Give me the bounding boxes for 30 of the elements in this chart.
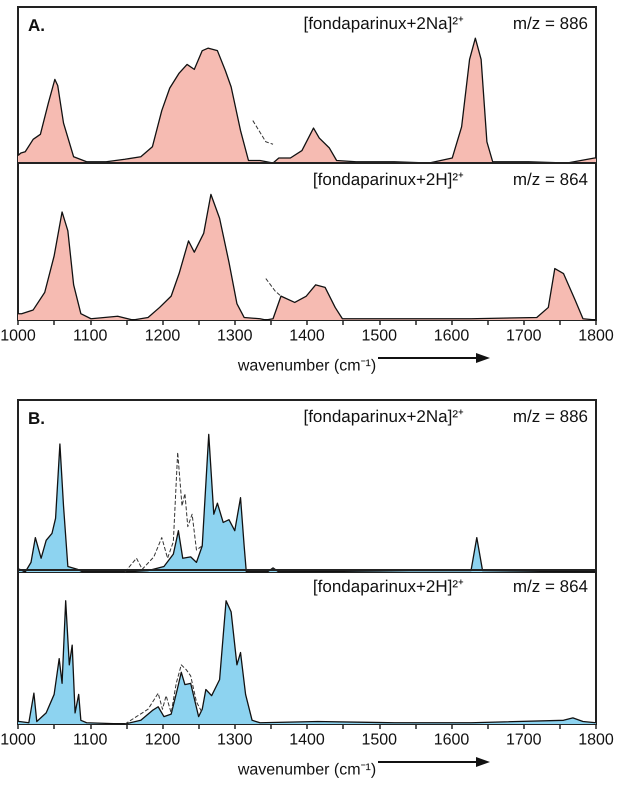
text: m/z = 886 [512,407,588,426]
x-axis-title: wavenumber (cm⁻¹) [236,358,376,374]
x-tick-label: 1600 [434,732,470,748]
text: m/z = 886 [512,14,588,33]
text: m/z = 864 [512,170,588,189]
x-tick-label: 1100 [73,732,108,748]
x-tick-label: 1200 [144,328,180,344]
text: [fondaparinux+2Na]²⁺ [303,14,464,33]
x-tick-label: 1500 [361,328,398,344]
x-axis-title: wavenumber (cm⁻¹) [236,762,376,778]
text: [fondaparinux+2H]²⁺ [312,577,464,596]
x-tick-label: 1400 [289,732,325,748]
text: B. [28,409,45,428]
x-tick-label: 1400 [289,328,325,344]
x-tick-label: 1300 [216,328,253,344]
x-tick-label: 1100 [73,328,108,344]
x-tick-label: 1500 [361,732,398,748]
x-tick-label: 1200 [144,732,180,748]
x-tick-label: 1600 [434,328,470,344]
x-tick-label: 1000 [0,328,36,344]
x-tick-label: 1800 [578,732,614,748]
x-tick-label: 1800 [578,328,614,344]
x-tick-label: 1700 [506,328,542,344]
text: [fondaparinux+2Na]²⁺ [303,407,464,426]
text: m/z = 864 [512,577,588,596]
text: [fondaparinux+2H]²⁺ [312,170,464,189]
x-tick-label: 1700 [506,732,542,748]
x-tick-label: 1300 [216,732,253,748]
text: A. [28,16,45,35]
x-tick-label: 1000 [0,732,36,748]
